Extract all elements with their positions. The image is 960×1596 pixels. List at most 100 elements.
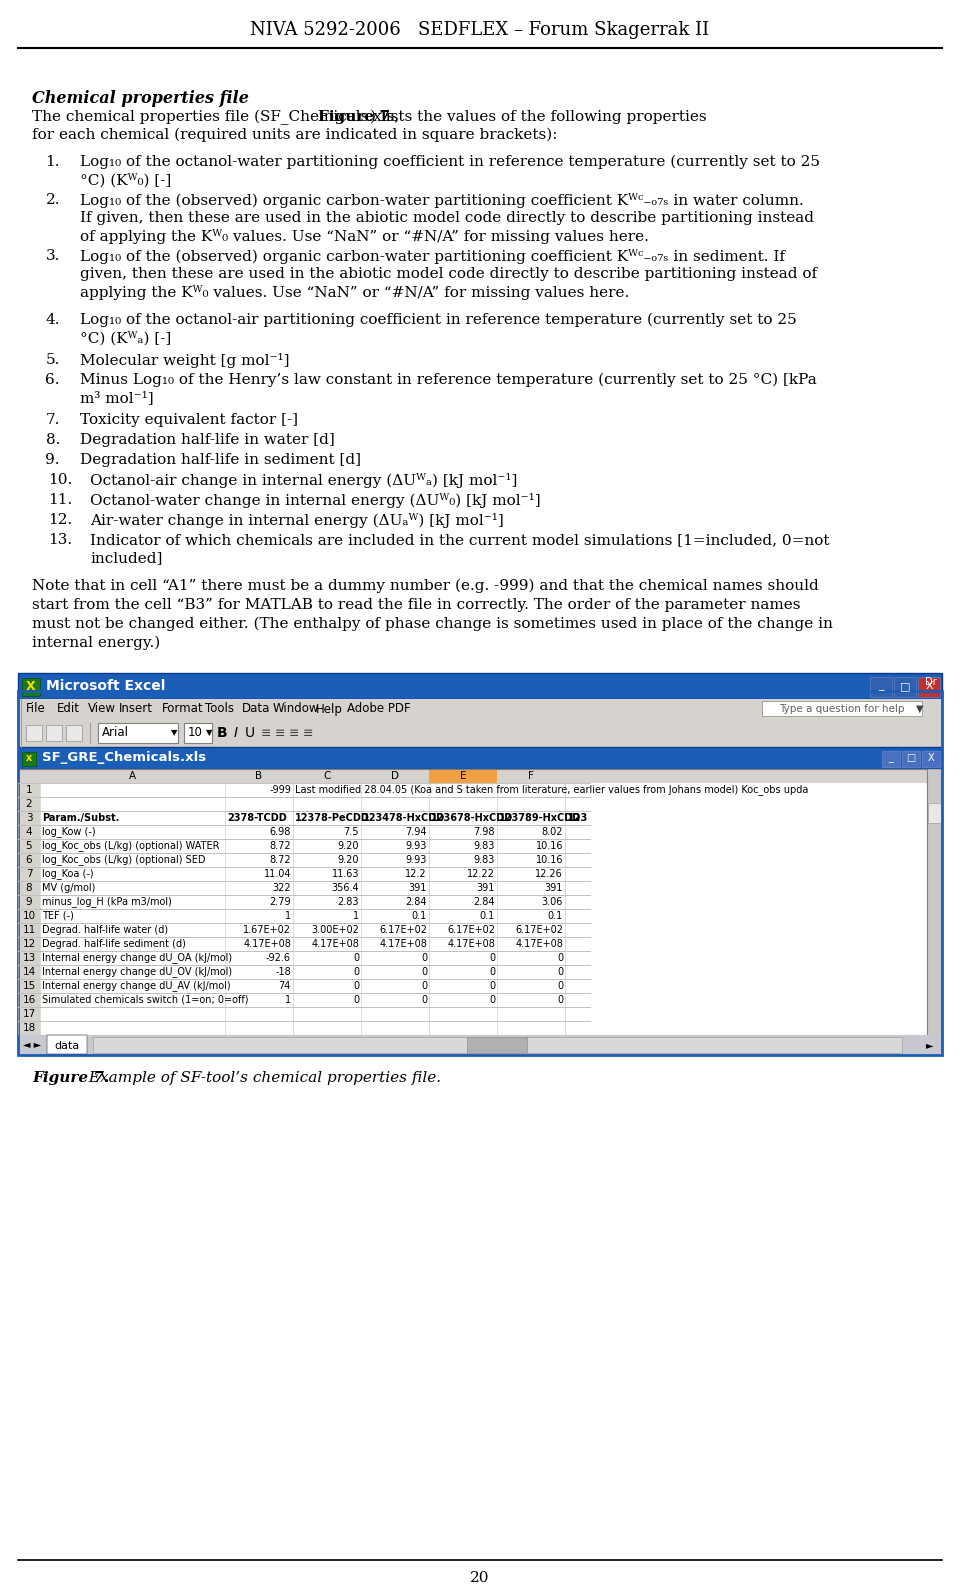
Text: -999: -999 xyxy=(269,785,291,795)
Text: ) lists the values of the following properties: ) lists the values of the following prop… xyxy=(370,110,707,124)
Text: Param./Subst.: Param./Subst. xyxy=(42,812,119,824)
Text: -92.6: -92.6 xyxy=(266,953,291,962)
Text: 11.: 11. xyxy=(48,493,72,508)
Text: 0: 0 xyxy=(489,953,495,962)
Text: 1: 1 xyxy=(285,911,291,921)
Text: °C) (Kᵂₐ) [-]: °C) (Kᵂₐ) [-] xyxy=(80,330,171,345)
Text: minus_log_H (kPa m3/mol): minus_log_H (kPa m3/mol) xyxy=(42,897,172,908)
Text: Air-water change in internal energy (ΔUₐᵂ) [kJ mol⁻¹]: Air-water change in internal energy (ΔUₐ… xyxy=(90,512,504,528)
Text: 7.: 7. xyxy=(46,413,60,428)
Text: 20: 20 xyxy=(470,1570,490,1585)
Bar xyxy=(66,725,82,741)
Text: 0: 0 xyxy=(489,967,495,977)
Text: _: _ xyxy=(889,753,894,763)
Text: MV (g/mol): MV (g/mol) xyxy=(42,883,95,894)
Text: 2378-TCDD: 2378-TCDD xyxy=(227,812,287,824)
Text: 7: 7 xyxy=(26,868,33,879)
Text: Last modified 28.04.05 (Koa and S taken from literature, earlier values from Joh: Last modified 28.04.05 (Koa and S taken … xyxy=(295,785,808,795)
Text: 8.72: 8.72 xyxy=(270,841,291,851)
Text: 4.17E+08: 4.17E+08 xyxy=(516,938,563,950)
Text: 1.67E+02: 1.67E+02 xyxy=(243,926,291,935)
Text: 9.: 9. xyxy=(45,453,60,468)
Text: log_Koc_obs (L/kg) (optional) SED: log_Koc_obs (L/kg) (optional) SED xyxy=(42,854,205,865)
Text: 9.20: 9.20 xyxy=(338,855,359,865)
Bar xyxy=(18,937,40,951)
Text: 0: 0 xyxy=(420,953,427,962)
Bar xyxy=(18,720,942,747)
Text: TEF (-): TEF (-) xyxy=(42,911,74,921)
Text: 1: 1 xyxy=(353,911,359,921)
Text: Chemical properties file: Chemical properties file xyxy=(32,89,249,107)
Text: 10: 10 xyxy=(188,726,203,739)
Text: 18: 18 xyxy=(22,1023,36,1033)
Text: 0: 0 xyxy=(557,953,563,962)
Text: log_Koa (-): log_Koa (-) xyxy=(42,868,94,879)
Text: 0: 0 xyxy=(353,982,359,991)
Text: 7.5: 7.5 xyxy=(344,827,359,836)
Text: 0: 0 xyxy=(353,953,359,962)
Text: 4.17E+08: 4.17E+08 xyxy=(379,938,427,950)
Bar xyxy=(18,966,40,978)
Text: 4.17E+08: 4.17E+08 xyxy=(447,938,495,950)
Bar xyxy=(18,784,40,796)
Text: X: X xyxy=(927,753,934,763)
Text: 7.94: 7.94 xyxy=(405,827,427,836)
Text: 2.79: 2.79 xyxy=(270,897,291,907)
Bar xyxy=(184,723,212,744)
Text: 8.: 8. xyxy=(46,433,60,447)
Bar xyxy=(18,839,40,852)
Text: Toxicity equivalent factor [-]: Toxicity equivalent factor [-] xyxy=(80,413,298,428)
Bar xyxy=(18,796,40,811)
Text: ≡: ≡ xyxy=(275,726,285,739)
Text: F: F xyxy=(528,771,534,780)
Bar xyxy=(18,769,927,1034)
Text: 6.17E+02: 6.17E+02 xyxy=(379,926,427,935)
Text: x: x xyxy=(26,753,32,763)
Text: Microsoft Excel: Microsoft Excel xyxy=(46,678,165,693)
Text: 2.: 2. xyxy=(45,193,60,207)
Text: log_Koc_obs (L/kg) (optional) WATER: log_Koc_obs (L/kg) (optional) WATER xyxy=(42,841,220,851)
Text: 6.: 6. xyxy=(45,373,60,386)
Text: 10.16: 10.16 xyxy=(536,855,563,865)
Text: 6.98: 6.98 xyxy=(270,827,291,836)
Text: 12: 12 xyxy=(22,938,36,950)
Bar xyxy=(18,747,942,769)
Text: 13.: 13. xyxy=(48,533,72,547)
Bar xyxy=(18,978,40,993)
Bar xyxy=(18,910,40,922)
Text: 2.84: 2.84 xyxy=(473,897,495,907)
Bar xyxy=(18,881,40,895)
Text: 0.1: 0.1 xyxy=(412,911,427,921)
Text: m³ mol⁻¹]: m³ mol⁻¹] xyxy=(80,391,154,405)
Bar xyxy=(882,752,900,768)
Text: Internal energy change dU_AV (kJ/mol): Internal energy change dU_AV (kJ/mol) xyxy=(42,980,230,991)
Text: 123789-HxCDD: 123789-HxCDD xyxy=(499,812,581,824)
Text: Window: Window xyxy=(273,702,319,715)
Text: internal energy.): internal energy.) xyxy=(32,635,160,651)
Text: Internal energy change dU_OV (kJ/mol): Internal energy change dU_OV (kJ/mol) xyxy=(42,967,232,977)
Text: Dr: Dr xyxy=(925,677,937,686)
Text: The chemical properties file (SF_Chemicals.xls,: The chemical properties file (SF_Chemica… xyxy=(32,110,404,124)
Bar xyxy=(18,691,942,1055)
Bar xyxy=(429,769,497,784)
Text: 14: 14 xyxy=(22,967,36,977)
Text: 4.: 4. xyxy=(45,313,60,327)
Text: 9.83: 9.83 xyxy=(473,855,495,865)
Text: 0: 0 xyxy=(557,967,563,977)
Text: I: I xyxy=(234,726,238,741)
Text: 0: 0 xyxy=(353,967,359,977)
Text: 391: 391 xyxy=(544,883,563,894)
Text: 123678-HxCDD: 123678-HxCDD xyxy=(431,812,514,824)
FancyBboxPatch shape xyxy=(47,1034,87,1053)
Text: Figure 7.: Figure 7. xyxy=(32,1071,109,1085)
Text: B: B xyxy=(255,771,263,780)
Text: D: D xyxy=(391,771,399,780)
Text: 11: 11 xyxy=(22,926,36,935)
Text: X: X xyxy=(925,681,933,691)
Text: 9.83: 9.83 xyxy=(473,841,495,851)
Text: 9.93: 9.93 xyxy=(406,855,427,865)
Text: 322: 322 xyxy=(273,883,291,894)
Bar xyxy=(18,699,942,720)
Bar xyxy=(18,811,40,825)
Bar xyxy=(18,825,40,839)
